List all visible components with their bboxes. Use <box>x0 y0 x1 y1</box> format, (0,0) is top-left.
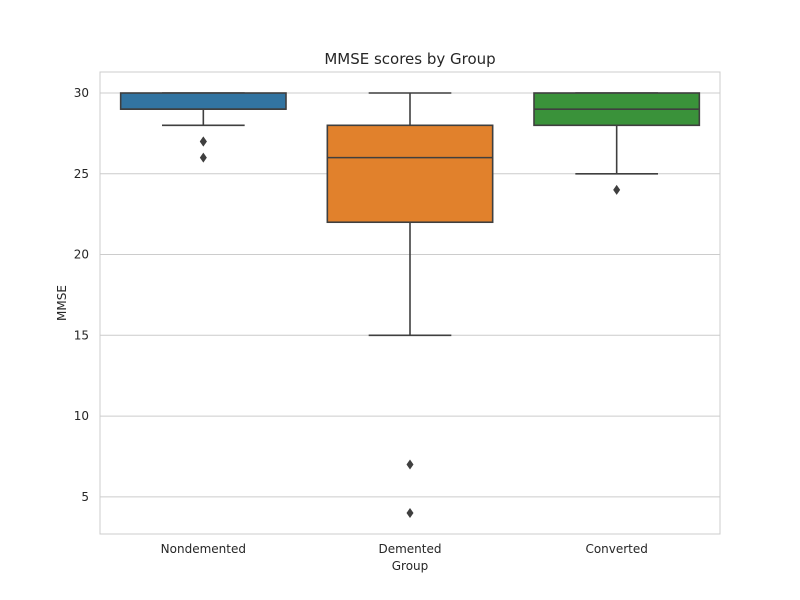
outlier-point <box>199 152 207 163</box>
boxes <box>119 92 701 518</box>
x-tick-label: Demented <box>378 542 441 556</box>
outlier-point <box>406 459 414 470</box>
chart-title: MMSE scores by Group <box>324 50 495 68</box>
box-group <box>326 92 494 518</box>
box-group <box>533 92 701 195</box>
y-tick-label: 10 <box>74 409 89 423</box>
iqr-box <box>119 92 287 110</box>
outlier-point <box>406 508 414 518</box>
plot-frame <box>99 71 721 535</box>
y-tick-label: 15 <box>74 328 89 342</box>
outlier-point <box>199 136 207 147</box>
box-group <box>119 92 287 163</box>
outlier-point <box>613 184 621 195</box>
x-axis-label: Group <box>392 559 429 573</box>
iqr-box <box>326 124 494 224</box>
y-tick-labels: 5 10 15 20 25 30 <box>74 86 89 504</box>
x-tick-labels: Nondemented Demented Converted <box>161 542 648 556</box>
y-axis-label: MMSE <box>55 285 69 321</box>
y-tick-label: 20 <box>74 248 89 262</box>
y-tick-label: 5 <box>81 490 89 504</box>
x-tick-label: Converted <box>585 542 647 556</box>
y-tick-label: 30 <box>74 86 89 100</box>
y-tick-label: 25 <box>74 167 89 181</box>
x-tick-label: Nondemented <box>161 542 246 556</box>
